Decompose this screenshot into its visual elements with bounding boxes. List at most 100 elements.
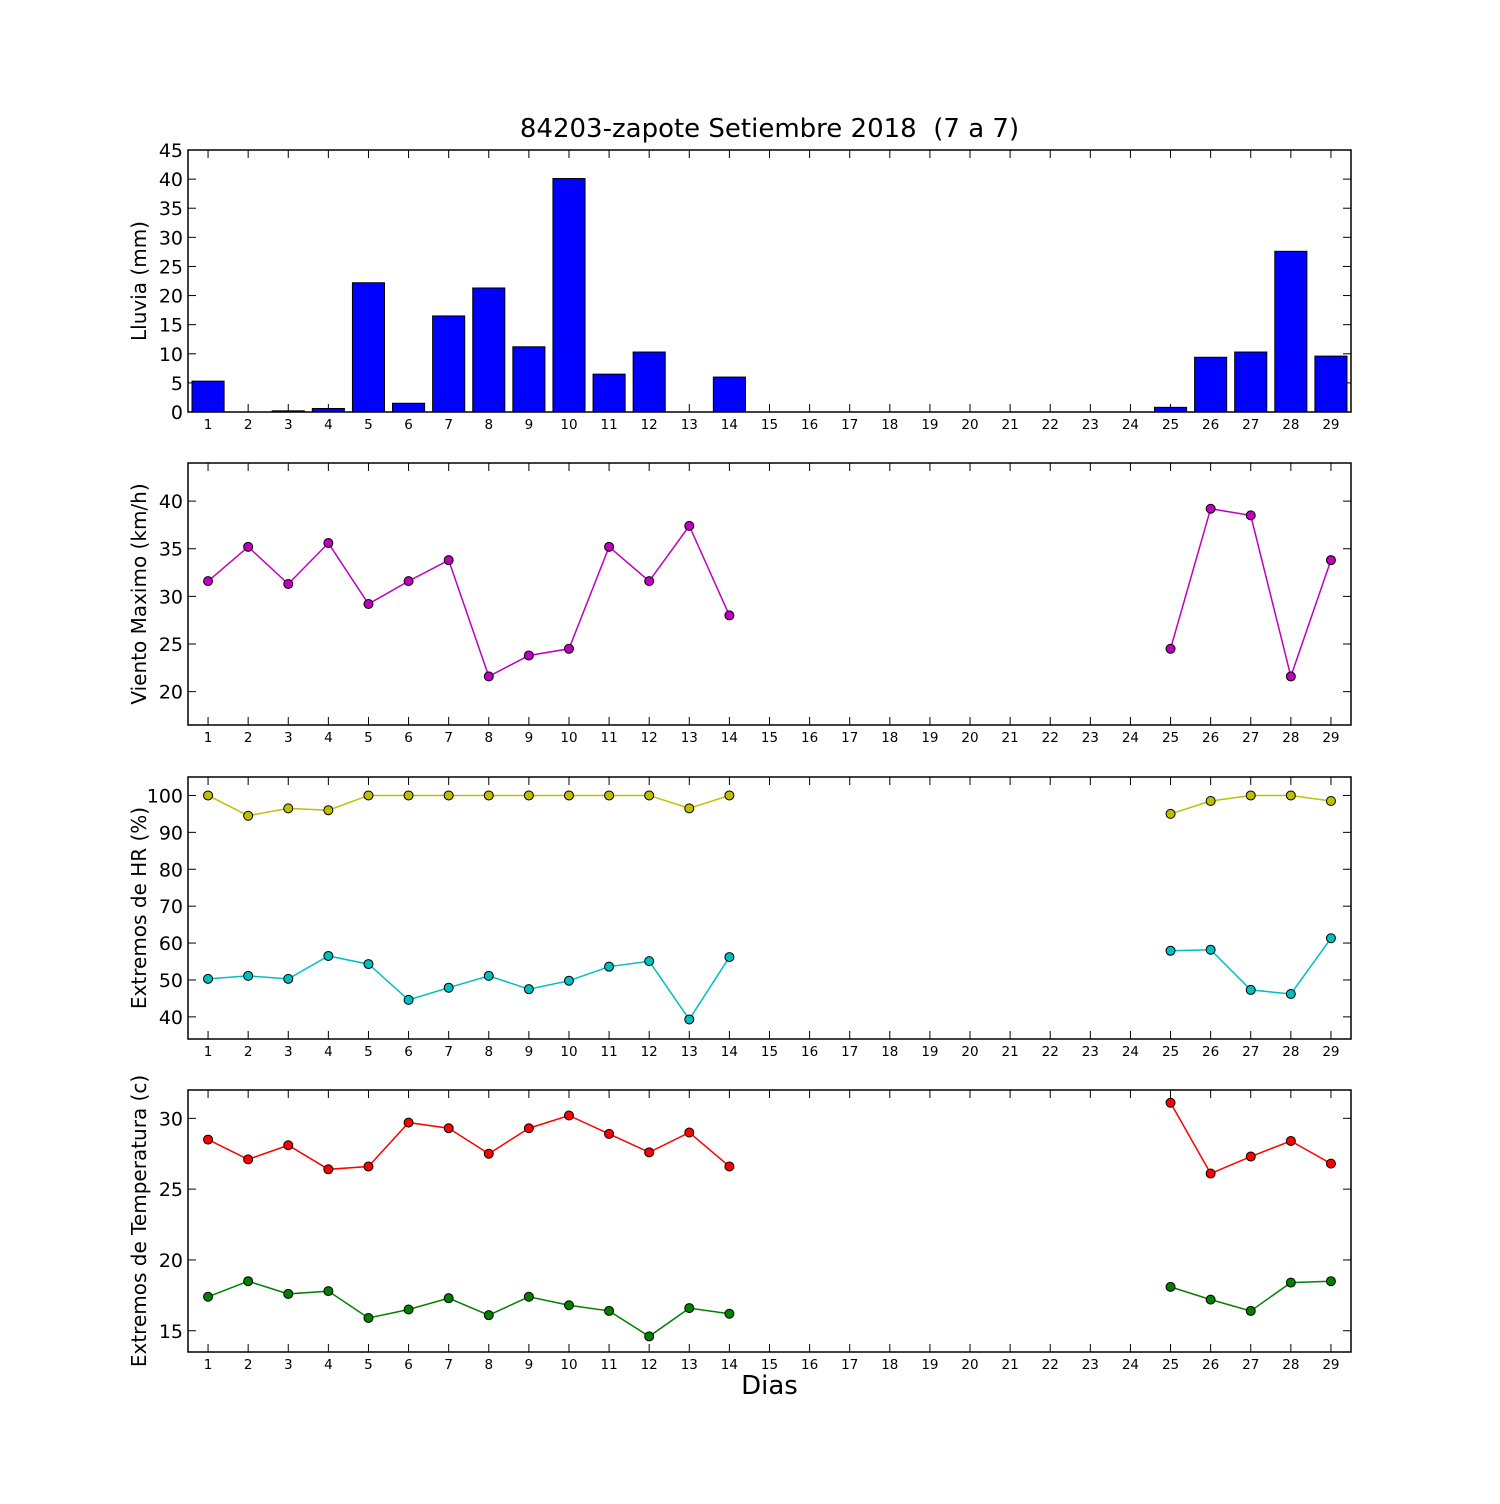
- temperature-xtick-label: 16: [801, 1357, 818, 1373]
- temperature-xtick-label: 22: [1042, 1357, 1059, 1373]
- temperature-series-1-point: [724, 1161, 735, 1172]
- temperature-xtick-label: 18: [881, 1357, 898, 1373]
- humidity-ytick-label: 100: [147, 785, 183, 807]
- temperature-series-1-point: [203, 1134, 214, 1145]
- wind-series-1-point: [403, 576, 414, 587]
- humidity-series-1-point: [1285, 790, 1296, 801]
- rain-bar: [1234, 351, 1268, 413]
- temperature-series-1-point: [604, 1128, 615, 1139]
- humidity-xtick-label: 23: [1082, 1044, 1099, 1060]
- wind-series-1-point: [724, 610, 735, 621]
- humidity-series-1-point: [724, 790, 735, 801]
- chart-title: 84203-zapote Setiembre 2018 (7 a 7): [519, 114, 1020, 144]
- humidity-series-2-point: [363, 959, 374, 970]
- rain-xtick-label: 24: [1122, 417, 1139, 433]
- humidity-xtick-label: 13: [681, 1044, 698, 1060]
- humidity-ytick-label: 80: [159, 859, 183, 881]
- temperature-series-1-line: [1169, 1102, 1332, 1175]
- humidity-series-2-point: [1165, 945, 1176, 956]
- rain-bar: [1314, 355, 1348, 413]
- humidity-series-2-point: [684, 1014, 695, 1025]
- temperature-axes-frame: [187, 1089, 1352, 1353]
- temperature-series-2-point: [1325, 1276, 1336, 1287]
- wind-ytick-label: 35: [159, 539, 183, 561]
- wind-xtick-label: 13: [681, 730, 698, 746]
- wind-series-1-point: [1165, 643, 1176, 654]
- temperature-xtick-label: 10: [560, 1357, 577, 1373]
- humidity-xtick-label: 27: [1242, 1044, 1259, 1060]
- temperature-xtick-label: 25: [1162, 1357, 1179, 1373]
- rain-xtick-label: 28: [1282, 417, 1299, 433]
- humidity-series-1-point: [684, 803, 695, 814]
- temperature-series-2-point: [443, 1293, 454, 1304]
- humidity-xtick-label: 9: [525, 1044, 534, 1060]
- humidity-series-1-point: [443, 790, 454, 801]
- wind-xtick-label: 28: [1282, 730, 1299, 746]
- temperature-series-2-point: [1245, 1305, 1256, 1316]
- humidity-series-2-point: [563, 975, 574, 986]
- wind-series-1-point: [1325, 555, 1336, 566]
- humidity-xtick-label: 8: [484, 1044, 493, 1060]
- temperature-xtick-label: 1: [204, 1357, 213, 1373]
- wind-series-1-line: [207, 524, 731, 678]
- temperature-xtick-label: 4: [324, 1357, 333, 1373]
- humidity-series-2-point: [1325, 933, 1336, 944]
- rain-ytick-label: 5: [171, 373, 183, 395]
- humidity-series-1-point: [1325, 795, 1336, 806]
- rain-xtick-label: 16: [801, 417, 818, 433]
- wind-xtick-label: 7: [444, 730, 453, 746]
- rain-xtick-label: 23: [1082, 417, 1099, 433]
- temperature-series-1-point: [1165, 1097, 1176, 1108]
- humidity-series-2-point: [243, 970, 254, 981]
- humidity-ylabel: Extremos de HR (%): [127, 807, 151, 1009]
- temperature-series-2-point: [283, 1288, 294, 1299]
- humidity-series-2-point: [644, 956, 655, 967]
- wind-xtick-label: 24: [1122, 730, 1139, 746]
- humidity-ytick-label: 90: [159, 822, 183, 844]
- humidity-series-2-line: [207, 955, 731, 1021]
- humidity-xtick-label: 22: [1042, 1044, 1059, 1060]
- rain-xtick-label: 29: [1322, 417, 1339, 433]
- temperature-ytick-label: 20: [159, 1250, 183, 1272]
- temperature-xtick-label: 20: [961, 1357, 978, 1373]
- rain-bar: [1194, 356, 1228, 413]
- rain-xtick-label: 22: [1042, 417, 1059, 433]
- temperature-xtick-label: 13: [681, 1357, 698, 1373]
- rain-ytick-label: 10: [159, 344, 183, 366]
- temperature-series-2-point: [403, 1304, 414, 1315]
- humidity-xtick-label: 15: [761, 1044, 778, 1060]
- humidity-series-1-point: [563, 790, 574, 801]
- wind-ytick-label: 40: [159, 491, 183, 513]
- temperature-xtick-label: 6: [404, 1357, 413, 1373]
- humidity-series-2-point: [1205, 944, 1216, 955]
- wind-xtick-label: 17: [841, 730, 858, 746]
- x-axis-label: Dias: [741, 1371, 798, 1401]
- temperature-ytick-label: 15: [159, 1321, 183, 1343]
- temperature-xtick-label: 26: [1202, 1357, 1219, 1373]
- temperature-series-1-point: [523, 1123, 534, 1134]
- temperature-xtick-label: 3: [284, 1357, 293, 1373]
- temperature-xtick-label: 8: [484, 1357, 493, 1373]
- wind-series-1-point: [443, 555, 454, 566]
- wind-xtick-label: 9: [525, 730, 534, 746]
- wind-xtick-label: 5: [364, 730, 373, 746]
- wind-xtick-label: 21: [1002, 730, 1019, 746]
- wind-ylabel: Viento Maximo (km/h): [127, 483, 151, 704]
- temperature-series-2-point: [644, 1331, 655, 1342]
- humidity-ytick-label: 60: [159, 933, 183, 955]
- temperature-series-1-point: [323, 1164, 334, 1175]
- rain-bar: [271, 410, 305, 413]
- temperature-series-2-point: [483, 1310, 494, 1321]
- wind-series-1-point: [243, 541, 254, 552]
- rain-bar: [1274, 250, 1308, 413]
- humidity-series-2-point: [724, 952, 735, 963]
- rain-ytick-label: 20: [159, 286, 183, 308]
- humidity-series-1-point: [363, 790, 374, 801]
- temperature-series-1-point: [1245, 1151, 1256, 1162]
- wind-xtick-label: 16: [801, 730, 818, 746]
- humidity-xtick-label: 16: [801, 1044, 818, 1060]
- rain-xtick-label: 12: [641, 417, 658, 433]
